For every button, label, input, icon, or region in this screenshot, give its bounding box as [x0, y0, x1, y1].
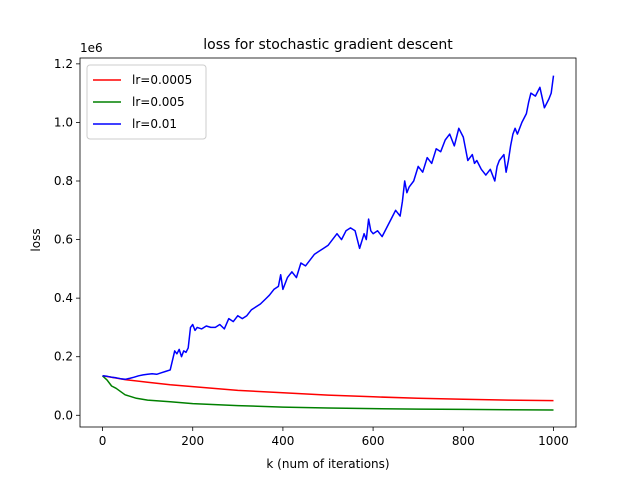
y-tick-label: 0.8: [54, 174, 73, 188]
ticks: 0 200 400 600 800 1000 0.0 0.2 0.4 0.6 0.8 1.0 1.2: [54, 57, 569, 448]
x-tick-label: 1000: [538, 434, 569, 448]
axes: [79, 57, 577, 428]
series-line-2: [102, 75, 555, 381]
y-tick-label: 0.4: [54, 291, 73, 305]
x-axis-title: k (num of iterations): [266, 457, 389, 471]
x-tick-label: 800: [452, 434, 475, 448]
x-tick-label: 200: [181, 434, 204, 448]
y-tick-label: 0.2: [54, 350, 73, 364]
y-tick-label: 1.2: [54, 57, 73, 71]
legend-label-1: lr=0.005: [132, 95, 185, 109]
series-line-0: [102, 375, 554, 402]
y-tick-label: 1.0: [54, 115, 73, 129]
axes-frame: [79, 57, 577, 428]
legend-label-2: lr=0.01: [132, 117, 177, 131]
x-tick-label: 600: [362, 434, 385, 448]
series-line-1: [101, 375, 554, 411]
series-group: [101, 75, 555, 411]
chart-title: loss for stochastic gradient descent: [203, 37, 453, 53]
x-tick-label: 0: [99, 434, 107, 448]
legend: lr=0.0005 lr=0.005 lr=0.01: [86, 64, 207, 140]
y-axis-title: loss: [29, 228, 43, 251]
x-tick-label: 400: [271, 434, 294, 448]
y-axis-offset-label: 1e6: [80, 41, 103, 55]
legend-label-0: lr=0.0005: [132, 73, 192, 87]
y-tick-label: 0.0: [54, 408, 73, 422]
legend-box: [86, 64, 207, 140]
y-tick-label: 0.6: [54, 233, 73, 247]
